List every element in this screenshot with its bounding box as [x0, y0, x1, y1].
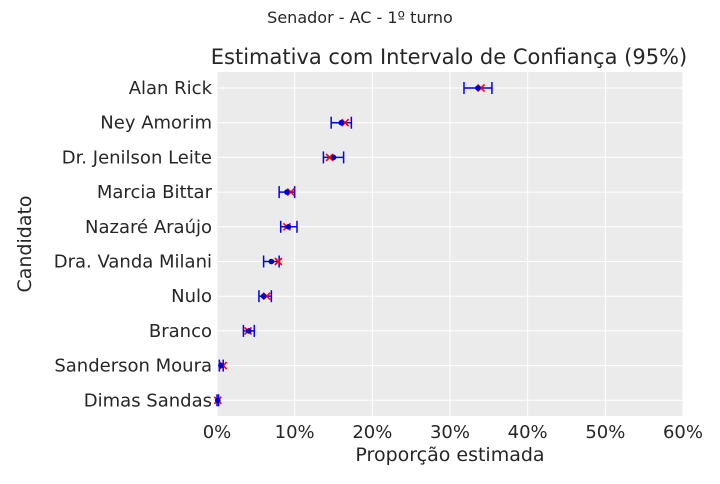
chart-title: Estimativa com Intervalo de Confiança (9… [211, 45, 687, 69]
y-tick-label: Nulo [171, 286, 212, 307]
x-tick-label: 10% [275, 422, 315, 443]
estimate-point [260, 293, 267, 300]
y-tick-label: Branco [149, 321, 212, 342]
y-tick-label: Marcia Bittar [97, 182, 213, 203]
x-tick-label: 60% [663, 422, 703, 443]
x-tick-label: 0% [203, 422, 232, 443]
estimate-point [218, 362, 224, 369]
y-tick-labels: Alan Rick Ney Amorim Dr. Jenilson Leite Mar… [54, 78, 213, 411]
y-tick-label: Ney Amorim [100, 113, 212, 134]
x-axis-label: Proporção estimada [355, 444, 544, 466]
y-tick-label: Dr. Jenilson Leite [62, 147, 212, 168]
observed-marker [274, 257, 283, 266]
y-axis-label: Candidato [14, 195, 36, 292]
estimate-point [338, 119, 345, 126]
estimate-point [246, 328, 252, 334]
x-tick-labels: 0% 10% 20% 30% 40% 50% 60% [203, 422, 703, 443]
grid-lines [216, 72, 684, 416]
chart-marks [213, 82, 493, 407]
y-tick-label: Alan Rick [129, 78, 213, 99]
estimate-point [284, 189, 290, 195]
observed-marker [286, 188, 295, 197]
x-tick-label: 40% [508, 422, 548, 443]
estimate-point [475, 85, 481, 91]
x-tick-label: 30% [430, 422, 470, 443]
estimate-point [214, 397, 221, 404]
x-tick-label: 50% [585, 422, 625, 443]
observed-marker [325, 153, 334, 162]
observed-marker [341, 118, 350, 127]
estimate-point [285, 224, 292, 230]
y-tick-label: Nazaré Araújo [85, 217, 212, 238]
x-tick-label: 20% [352, 422, 392, 443]
y-tick-label: Sanderson Moura [54, 356, 212, 377]
estimate-point [330, 154, 337, 161]
estimate-point [268, 258, 275, 265]
y-tick-label: Dimas Sandas [84, 390, 212, 411]
y-tick-label: Dra. Vanda Milani [54, 252, 212, 273]
chart-suptitle: Senador - AC - 1º turno [267, 8, 453, 27]
